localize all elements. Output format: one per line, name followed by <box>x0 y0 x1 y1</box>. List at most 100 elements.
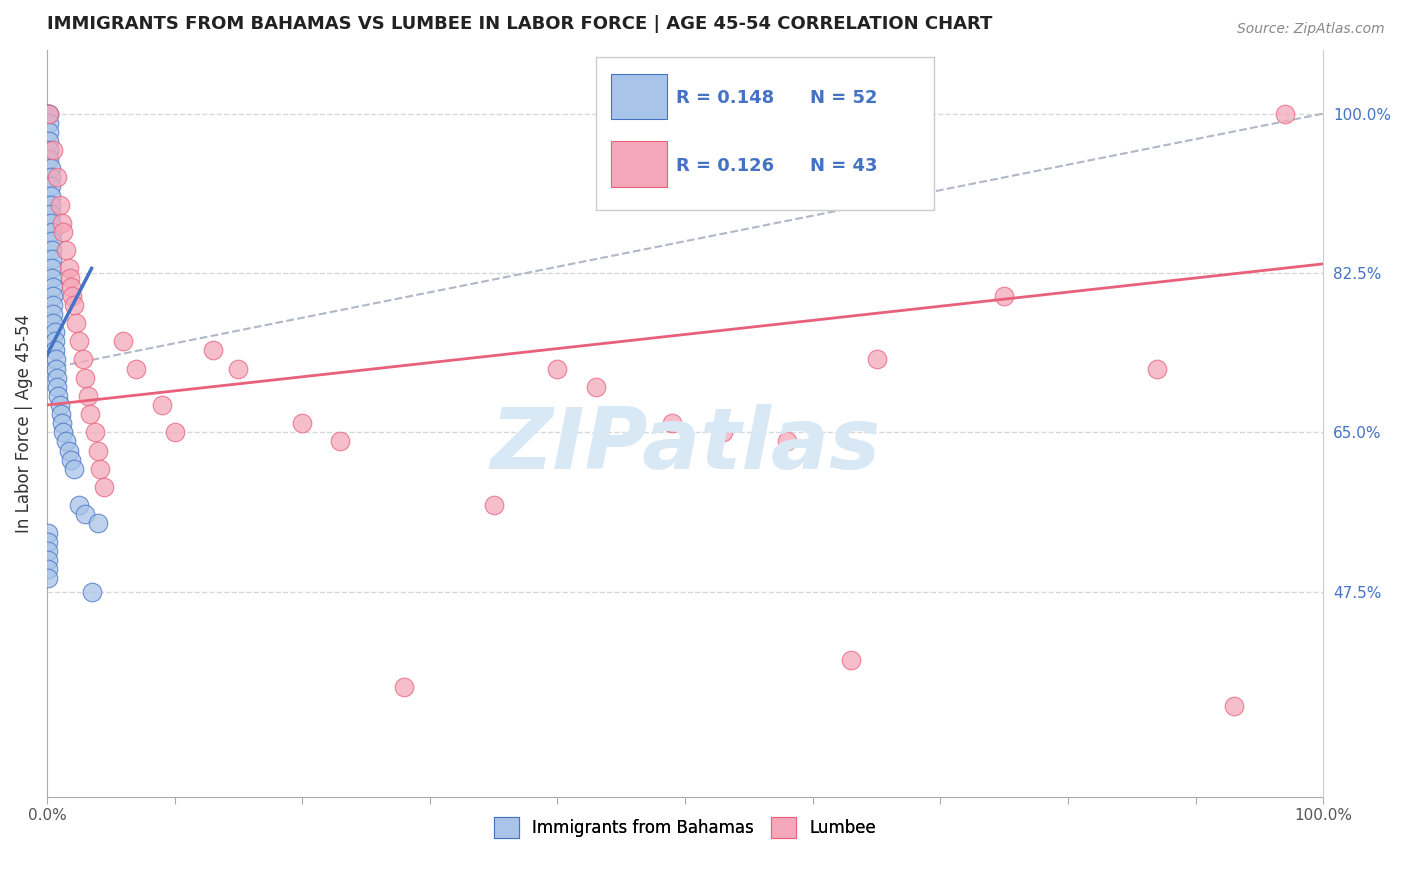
Point <box>839 653 862 667</box>
Point <box>42 298 65 312</box>
Point <box>59 270 82 285</box>
Point <box>39 188 62 202</box>
Point <box>67 498 90 512</box>
Text: ZIPatlas: ZIPatlas <box>489 404 880 487</box>
Point <box>44 325 66 339</box>
Point <box>39 170 62 185</box>
Point <box>37 534 59 549</box>
Point <box>711 425 734 440</box>
FancyBboxPatch shape <box>612 141 668 186</box>
Point <box>37 562 59 576</box>
Point <box>65 316 87 330</box>
Point <box>125 361 148 376</box>
Point <box>76 389 98 403</box>
Point <box>87 443 110 458</box>
Point <box>39 216 62 230</box>
Point <box>46 170 69 185</box>
Point <box>37 525 59 540</box>
Point <box>48 389 70 403</box>
Point <box>37 553 59 567</box>
Point <box>394 681 416 695</box>
Point <box>482 498 505 512</box>
Text: IMMIGRANTS FROM BAHAMAS VS LUMBEE IN LABOR FORCE | AGE 45-54 CORRELATION CHART: IMMIGRANTS FROM BAHAMAS VS LUMBEE IN LAB… <box>46 15 993 33</box>
Point <box>163 425 186 440</box>
Point <box>60 279 83 293</box>
Point <box>84 425 107 440</box>
Point <box>62 462 84 476</box>
FancyBboxPatch shape <box>596 57 934 211</box>
Point <box>38 106 60 120</box>
Point <box>75 508 97 522</box>
Point <box>48 398 70 412</box>
Point <box>38 152 60 166</box>
Point <box>89 462 111 476</box>
Point <box>45 352 67 367</box>
FancyBboxPatch shape <box>612 74 668 120</box>
Point <box>38 143 60 157</box>
Point <box>62 298 84 312</box>
Point <box>41 225 63 239</box>
Point <box>80 584 103 599</box>
Point <box>661 416 683 430</box>
Point <box>45 361 67 376</box>
Point <box>58 261 80 276</box>
Point <box>39 207 62 221</box>
Point <box>55 434 77 449</box>
Point <box>228 361 250 376</box>
Point <box>79 407 101 421</box>
Point <box>1223 698 1246 713</box>
Point <box>291 416 314 430</box>
Text: R = 0.148: R = 0.148 <box>676 89 775 107</box>
Point <box>52 425 75 440</box>
Point <box>87 516 110 531</box>
Point <box>201 343 224 358</box>
Point <box>75 370 97 384</box>
Point <box>37 106 59 120</box>
Point <box>42 316 65 330</box>
Point <box>39 161 62 176</box>
Point <box>38 106 60 120</box>
Point <box>46 370 69 384</box>
Point <box>41 234 63 248</box>
Point <box>51 216 73 230</box>
Text: Source: ZipAtlas.com: Source: ZipAtlas.com <box>1237 22 1385 37</box>
Point <box>546 361 568 376</box>
Point <box>49 407 72 421</box>
Point <box>41 261 63 276</box>
Point <box>42 289 65 303</box>
Point <box>37 543 59 558</box>
Text: R = 0.126: R = 0.126 <box>676 157 775 175</box>
Point <box>37 571 59 585</box>
Legend: Immigrants from Bahamas, Lumbee: Immigrants from Bahamas, Lumbee <box>488 811 883 845</box>
Point <box>44 334 66 349</box>
Point <box>58 443 80 458</box>
Point <box>38 125 60 139</box>
Point <box>1274 106 1296 120</box>
Point <box>38 116 60 130</box>
Point <box>150 398 173 412</box>
Point <box>46 380 69 394</box>
Point <box>39 179 62 194</box>
Point <box>62 289 84 303</box>
Text: N = 43: N = 43 <box>810 157 877 175</box>
Y-axis label: In Labor Force | Age 45-54: In Labor Force | Age 45-54 <box>15 314 32 533</box>
Point <box>993 289 1015 303</box>
Point <box>44 343 66 358</box>
Point <box>72 352 94 367</box>
Point <box>37 106 59 120</box>
Point <box>585 380 607 394</box>
Point <box>865 352 887 367</box>
Point <box>42 143 65 157</box>
Point <box>55 243 77 257</box>
Point <box>41 243 63 257</box>
Point <box>38 134 60 148</box>
Point <box>329 434 352 449</box>
Point <box>48 197 70 211</box>
Point <box>42 307 65 321</box>
Point <box>1146 361 1168 376</box>
Point <box>42 279 65 293</box>
Point <box>41 270 63 285</box>
Point <box>776 434 799 449</box>
Point <box>39 197 62 211</box>
Point <box>60 452 83 467</box>
